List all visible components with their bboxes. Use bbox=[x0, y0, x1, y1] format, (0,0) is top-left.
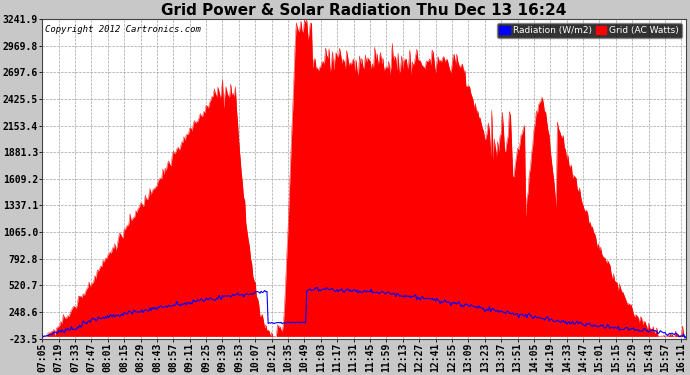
Text: Copyright 2012 Cartronics.com: Copyright 2012 Cartronics.com bbox=[46, 26, 201, 34]
Legend: Radiation (W/m2), Grid (AC Watts): Radiation (W/m2), Grid (AC Watts) bbox=[497, 24, 682, 38]
Title: Grid Power & Solar Radiation Thu Dec 13 16:24: Grid Power & Solar Radiation Thu Dec 13 … bbox=[161, 3, 567, 18]
